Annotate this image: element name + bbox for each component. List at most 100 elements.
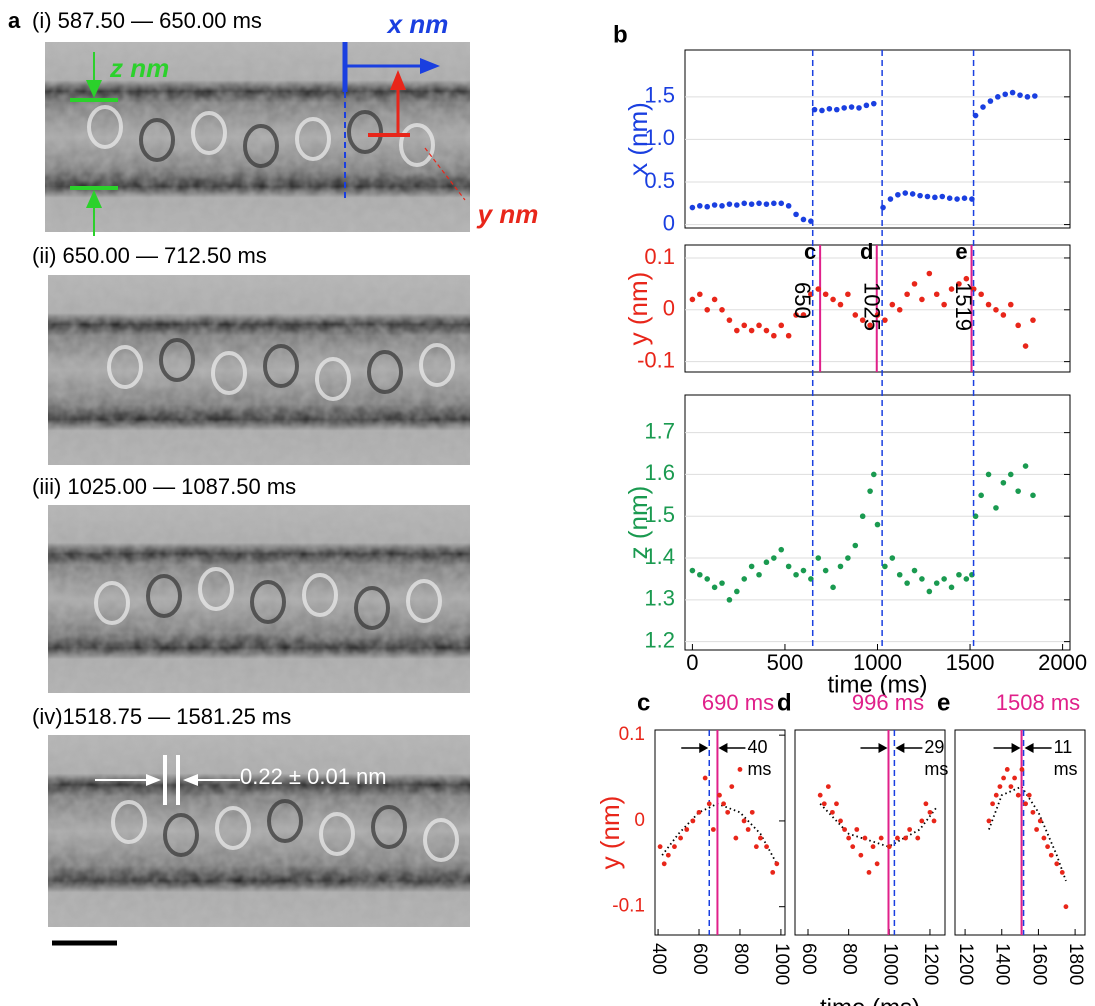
x-axis-label: time (ms) [828, 671, 928, 698]
data-point [985, 471, 992, 478]
fit-curve [819, 803, 937, 848]
peak-marker-label: d [860, 239, 873, 264]
data-point [837, 301, 844, 308]
data-point [1001, 775, 1006, 781]
data-point [748, 563, 755, 570]
data-point [821, 801, 827, 807]
data-point [1000, 479, 1007, 486]
data-point [867, 488, 873, 494]
data-point [1019, 767, 1025, 772]
data-point [880, 204, 886, 211]
y-tick-label: 1.4 [644, 544, 675, 569]
data-point [924, 193, 931, 200]
x-tick-label: 600 [689, 943, 710, 975]
y-tick-label: -0.1 [612, 896, 645, 917]
y-tick-label: 1.7 [644, 418, 675, 443]
data-point [870, 471, 877, 478]
frame-caption: (iii) 1025.00 — 1087.50 ms [32, 474, 296, 499]
data-point [725, 809, 731, 815]
data-point [904, 291, 910, 298]
data-point [711, 296, 718, 303]
frame-caption: (iv)1518.75 — 1581.25 ms [32, 704, 291, 729]
data-point [830, 296, 836, 303]
particle [347, 110, 383, 154]
particle [211, 351, 247, 395]
data-point [834, 801, 839, 807]
data-point [1059, 869, 1065, 875]
particle [191, 111, 227, 155]
data-point [907, 827, 913, 832]
data-point [923, 801, 929, 807]
data-point [748, 327, 755, 334]
data-point [678, 835, 683, 841]
data-point [927, 809, 933, 815]
shift-value: 40 [747, 737, 767, 757]
shift-value: 11 [1054, 737, 1073, 757]
particle [399, 123, 435, 167]
data-point [852, 312, 859, 318]
data-point [704, 576, 711, 582]
data-point [889, 555, 896, 561]
data-point [954, 196, 960, 202]
data-point [919, 818, 925, 824]
particle [139, 118, 175, 162]
data-point [1022, 463, 1029, 469]
fit-curve [661, 802, 778, 865]
data-point [793, 312, 799, 318]
data-point [778, 546, 785, 553]
data-point [874, 861, 880, 867]
data-point [830, 584, 836, 591]
data-point [815, 286, 822, 292]
data-point [963, 576, 970, 582]
data-point [706, 801, 712, 807]
data-point [704, 203, 711, 210]
data-point [978, 492, 984, 499]
data-point [941, 576, 947, 582]
event-label: 1025 [859, 282, 884, 331]
data-point [917, 192, 923, 199]
particle [215, 806, 251, 850]
data-point [696, 809, 702, 815]
frame-caption: (i) 587.50 — 650.00 ms [32, 8, 262, 33]
data-point [1045, 844, 1050, 850]
data-point [852, 542, 859, 549]
particle [367, 350, 403, 394]
x-tick-label: 0 [686, 650, 698, 675]
event-label: 650 [790, 282, 815, 319]
micrograph-noise [48, 735, 470, 927]
data-point [1023, 801, 1028, 807]
data-point [800, 312, 807, 318]
data-point [903, 835, 908, 841]
data-point [931, 818, 937, 824]
data-point [729, 784, 735, 790]
data-point [1000, 312, 1007, 318]
y-tick-label: 0.1 [644, 244, 675, 269]
event-label: 1519 [951, 282, 976, 331]
data-point [1030, 809, 1036, 815]
data-point [711, 584, 718, 591]
axis-annotation: x nm [386, 9, 449, 39]
panel-label: b [613, 21, 628, 48]
data-point [1048, 852, 1054, 858]
particle [159, 338, 195, 382]
peak-label: 690 ms [702, 690, 774, 715]
data-point [665, 852, 671, 858]
data-point [785, 203, 792, 209]
axis-annotation: z nm [109, 53, 169, 83]
y-tick-label: 0.1 [619, 724, 645, 745]
data-point [846, 835, 852, 841]
data-point [895, 835, 900, 841]
data-point [734, 327, 740, 334]
data-point [774, 861, 780, 867]
data-point [895, 191, 901, 198]
y-axis-label: y (nm) [595, 796, 625, 870]
data-point [689, 567, 696, 574]
shift-arrowhead [878, 743, 888, 753]
data-point [753, 844, 759, 850]
data-point [933, 291, 940, 298]
data-point [845, 555, 851, 561]
particle [87, 105, 123, 149]
data-point [741, 200, 748, 207]
data-point [956, 281, 962, 287]
data-point [842, 827, 847, 832]
